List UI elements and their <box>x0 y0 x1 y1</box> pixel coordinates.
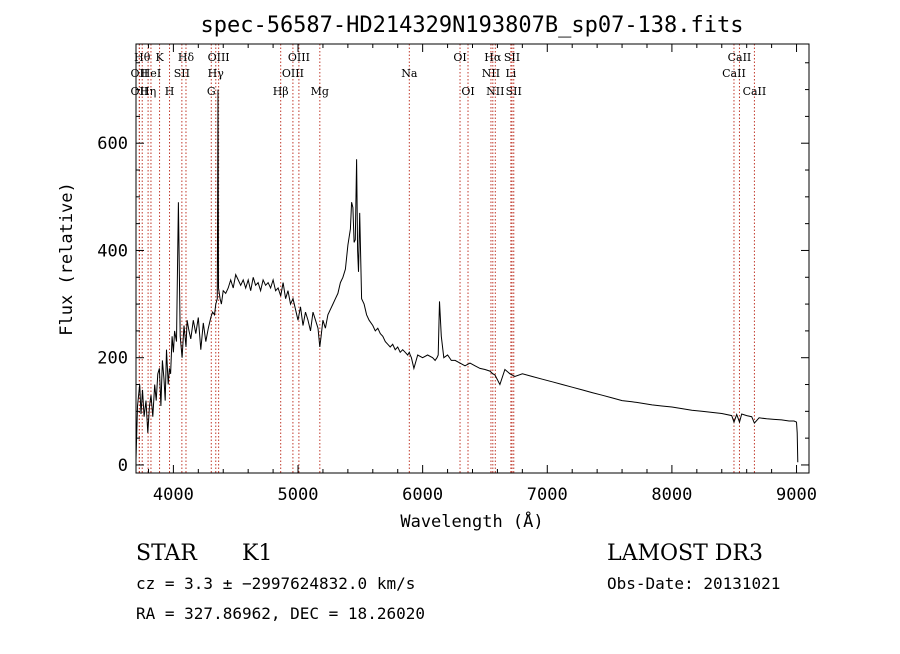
line-marker-label-22: SII <box>504 51 520 64</box>
chart-title: spec-56587-HD214329N193807B_sp07-138.fit… <box>200 13 743 38</box>
y-axis-label: Flux (relative) <box>57 182 77 336</box>
line-marker-label-2: OII <box>131 85 149 98</box>
line-marker-label-14: Hβ <box>273 85 289 98</box>
x-tick-label-2: 6000 <box>402 485 443 505</box>
line-marker-label-19: Hα <box>484 51 502 64</box>
y-tick-label-0: 0 <box>118 456 128 476</box>
line-marker-label-8: H <box>165 85 175 98</box>
x-tick-label-5: 9000 <box>776 485 817 505</box>
x-axis-label: Wavelength (Å) <box>400 510 543 532</box>
line-marker-label-15: Mg <box>311 85 329 98</box>
y-tick-label-1: 200 <box>97 349 128 369</box>
line-marker-label-9: OIII <box>208 51 230 64</box>
line-marker-label-21: NII <box>486 85 504 98</box>
line-marker-label-17: OI <box>453 51 466 64</box>
object-subclass: K1 <box>242 541 272 566</box>
y-tick-label-3: 600 <box>97 134 128 154</box>
spectrum-line <box>135 89 799 463</box>
line-marker-label-5: Hη <box>140 85 156 98</box>
x-tick-label-1: 5000 <box>278 485 319 505</box>
redshift-line: cz = 3.3 ± −2997624832.0 km/s <box>136 574 415 593</box>
line-marker-label-4: HeI <box>141 67 161 80</box>
line-marker-label-7: SII <box>174 67 190 80</box>
line-marker-label-26: CaII <box>722 67 746 80</box>
y-axis-ticks: 0 200 400 600 <box>97 62 809 476</box>
line-marker-label-1: OII <box>131 67 149 80</box>
line-marker-label-25: CaII <box>728 51 752 64</box>
plot-frame <box>135 43 810 474</box>
x-tick-label-3: 7000 <box>527 485 568 505</box>
line-markers <box>138 44 755 473</box>
line-marker-labels: Hθ OII OII K HeI Hη Hδ SII H OIII Hγ G OIII OIII Hβ Mg N… <box>131 51 767 98</box>
survey-name: LAMOST DR3 <box>607 541 763 566</box>
line-marker-label-20: NII <box>482 67 500 80</box>
line-marker-label-0: Hθ <box>134 51 151 64</box>
object-class: STAR <box>136 541 198 566</box>
line-marker-label-10: Hγ <box>208 67 225 80</box>
y-tick-label-2: 400 <box>97 241 128 261</box>
line-marker-label-23: Li <box>505 67 516 80</box>
line-marker-label-18: OI <box>461 85 474 98</box>
observation-date: Obs-Date: 20131021 <box>607 574 780 593</box>
line-marker-label-3: K <box>155 51 164 64</box>
line-marker-label-27: CaII <box>743 85 767 98</box>
line-marker-label-12: OIII <box>288 51 310 64</box>
line-marker-label-24: SII <box>506 85 522 98</box>
line-marker-label-13: OIII <box>282 67 304 80</box>
line-marker-label-6: Hδ <box>178 51 195 64</box>
x-tick-label-4: 8000 <box>651 485 692 505</box>
x-tick-label-0: 4000 <box>153 485 194 505</box>
x-axis-ticks: 4000 5000 6000 7000 8000 9000 <box>147 44 817 505</box>
coordinates: RA = 327.86962, DEC = 18.26020 <box>136 604 425 623</box>
line-marker-label-16: Na <box>401 67 418 80</box>
line-marker-label-11: G <box>207 85 216 98</box>
